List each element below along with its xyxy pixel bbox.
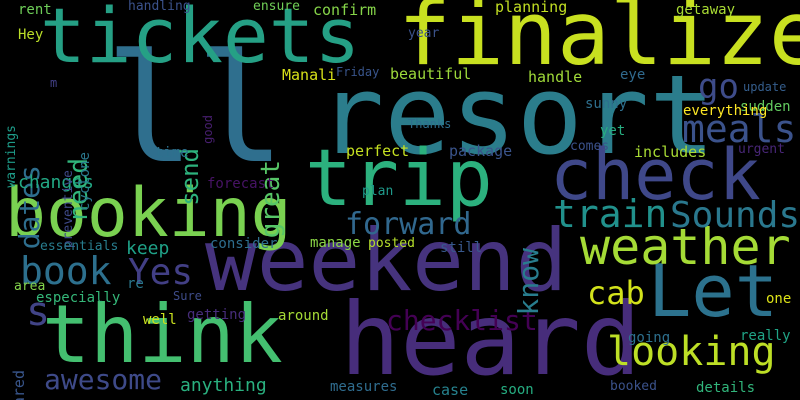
word-train: train [553, 192, 668, 236]
word-great: great [256, 160, 286, 239]
word-package: package [449, 142, 513, 160]
word-going: going [628, 330, 671, 346]
word-sounds: Sounds [670, 195, 800, 236]
word-ll: ll [105, 23, 286, 197]
word-rent: rent [18, 2, 52, 18]
word-looking: looking [607, 329, 776, 375]
word-year: year [408, 26, 440, 41]
word-awesome: awesome [44, 363, 163, 396]
word-booked: booked [610, 379, 657, 394]
word-yet: yet [600, 123, 626, 139]
word-around: around [278, 308, 329, 324]
word-cyclone: cyclone [77, 152, 93, 212]
word-s: s [26, 289, 51, 335]
word-manage: manage [310, 235, 361, 251]
word-handling: handling [128, 0, 191, 14]
word-check: check [550, 134, 761, 216]
word-manali: Manali [282, 66, 337, 84]
word-finalize: finalize [398, 0, 800, 85]
word-handle: handle [528, 68, 583, 86]
word-forecast: forecast [207, 176, 275, 192]
word-details: details [696, 380, 756, 396]
word-one: one [766, 291, 792, 307]
word-heard: heard [340, 281, 642, 398]
word-sure: Sure [173, 289, 202, 303]
word-friday: Friday [336, 65, 380, 79]
word-tickets: tickets [40, 0, 361, 80]
word-keep: keep [126, 238, 170, 259]
word-update: update [743, 80, 787, 94]
word-urgent: urgent [738, 142, 785, 157]
word-think: think [42, 288, 283, 381]
word-checklist: checklist [386, 304, 538, 337]
word-eye: eye [620, 67, 646, 83]
word-includes: includes [634, 143, 707, 161]
word-thanks: Thanks [408, 117, 452, 131]
word-comes: comes [570, 139, 610, 154]
word-beautiful: beautiful [390, 65, 472, 83]
word-hey: Hey [18, 27, 44, 43]
word-plan: plan [362, 184, 394, 199]
word-resort: resort [318, 51, 716, 179]
word-sunny: sunny [585, 96, 628, 112]
word-especially: especially [36, 290, 121, 306]
word-everything: everything [683, 103, 768, 119]
word-posted: posted [368, 236, 415, 251]
word-good: good [201, 115, 215, 144]
word-meals: meals [682, 107, 797, 151]
word-preventive: preventive [61, 170, 76, 249]
word-changes: changes [18, 172, 94, 193]
word-measures: measures [330, 379, 398, 395]
word-warnings: warnings [4, 125, 19, 188]
word-well: well [143, 312, 177, 328]
word-let: Let [648, 249, 779, 333]
word-forward: forward [345, 207, 472, 242]
word-booking: booking [5, 174, 292, 253]
word-yes: Yes [128, 252, 194, 293]
word-still: still [440, 240, 483, 256]
word-book: book [20, 249, 112, 293]
word-getting: getting [187, 307, 247, 323]
word-trip: trip [305, 134, 493, 224]
word-cab: cab [587, 274, 645, 312]
word-soon: soon [500, 382, 534, 398]
word-consider: consider [210, 236, 278, 252]
word-perfect: perfect [346, 142, 410, 160]
word-getaway: getaway [676, 2, 736, 18]
word-know: know [512, 248, 545, 316]
word-essentials: essentials [40, 239, 119, 254]
word-ensure: ensure [253, 0, 300, 14]
word-re: re [127, 276, 144, 292]
word-really: really [740, 328, 791, 344]
word-weekend: weekend [205, 211, 568, 311]
word-time: time [155, 145, 189, 161]
word-go: go [698, 67, 739, 107]
word-planning: planning [495, 0, 568, 16]
word-m: m [50, 76, 58, 90]
word-prepared: prepared [10, 370, 28, 400]
word-sudden: sudden [740, 99, 791, 115]
word-confirm: confirm [313, 1, 377, 19]
word-case: case [432, 381, 469, 399]
word-area: area [14, 279, 46, 294]
word-anything: anything [180, 375, 267, 396]
word-weather: weather [580, 218, 791, 276]
